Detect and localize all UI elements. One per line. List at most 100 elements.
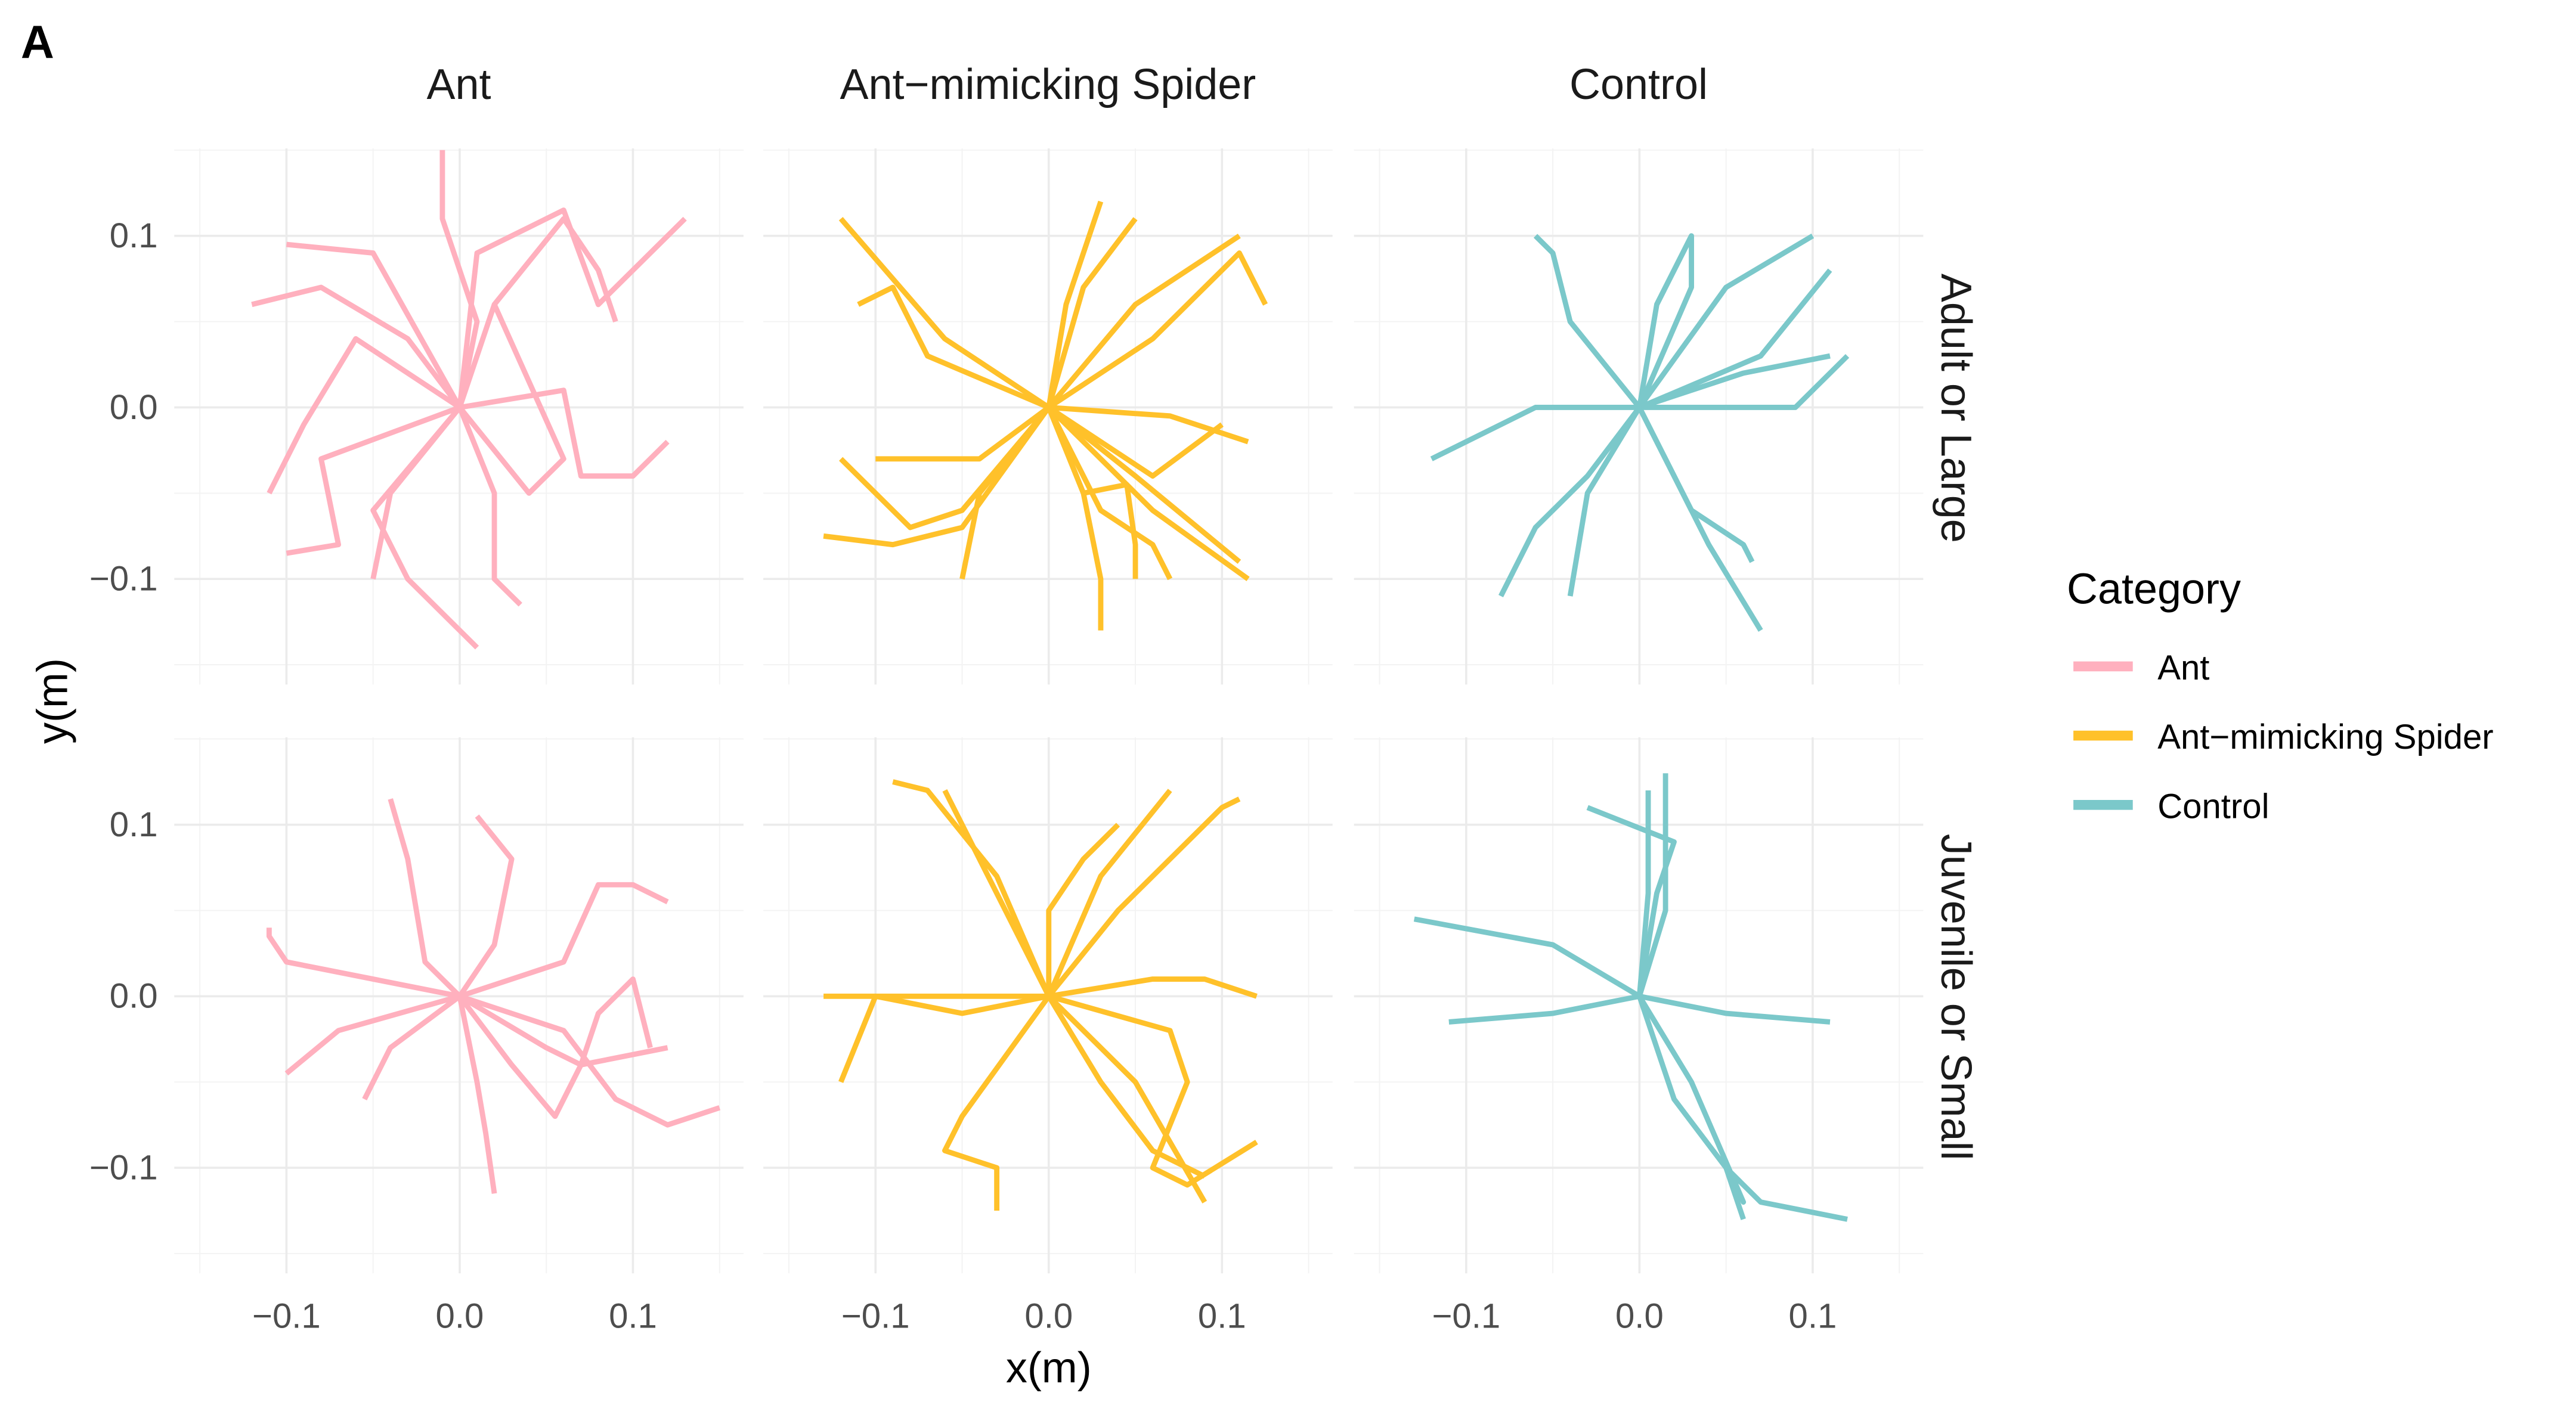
trajectory-ant-mimicking-spider-4 [1046, 233, 1241, 410]
trajectory-ant-mimicking-spider-10 [1046, 995, 1206, 1179]
trajectory-ant-mimicking-spider-8 [1047, 405, 1241, 564]
trajectory-ant-7 [458, 994, 668, 1068]
trajectory-ant-mimicking-spider-5 [1048, 976, 1258, 999]
trajectory-control-4 [1448, 993, 1640, 1025]
trajectory-control-10 [1637, 406, 1755, 563]
panel-label: A [21, 17, 54, 68]
trajectory-ant-mimicking-spider-8 [942, 994, 1051, 1211]
trajectory-control-6 [1639, 353, 1850, 410]
trajectory-ant-5 [457, 995, 497, 1194]
y-tick-label: 0.0 [110, 388, 158, 427]
x-tick-label: −0.1 [1432, 1296, 1500, 1335]
trajectory-control-0 [1637, 773, 1668, 997]
trajectory-ant-11 [457, 303, 566, 496]
y-axis-title: y(m) [29, 658, 76, 744]
x-axis-title: x(m) [1006, 1344, 1092, 1392]
trajectory-control-8 [1498, 405, 1642, 598]
trajectory-ant-1 [251, 284, 462, 410]
y-tick-label: 0.1 [110, 216, 158, 255]
trajectory-ant-mimicking-spider-5 [1047, 250, 1268, 410]
trajectory-ant-2 [457, 216, 618, 408]
trajectory-control-7 [1637, 995, 1746, 1220]
trajectory-ant-0 [388, 798, 462, 998]
trajectory-control-5 [1639, 993, 1831, 1025]
trajectory-ant-mimicking-spider-15 [959, 405, 1051, 580]
trajectory-ant-mimicking-spider-1 [857, 284, 1050, 410]
trajectory-ant-mimicking-spider-3 [1046, 217, 1138, 408]
legend-label-ant: Ant [2157, 649, 2209, 687]
trajectory-ant-mimicking-spider-10 [1046, 406, 1173, 581]
trajectory-ant-mimicking-spider-1 [942, 789, 1051, 998]
trajectory-ant-mimicking-spider-7 [1046, 405, 1250, 581]
trajectory-ant-mimicking-spider-16 [1046, 406, 1138, 579]
trajectory-ant-mimicking-spider-6 [838, 993, 1049, 1083]
trajectory-ant-mimicking-spider-11 [1048, 994, 1258, 1188]
trajectory-ant-0 [439, 150, 480, 408]
trajectory-ant-mimicking-spider-9 [1047, 405, 1224, 479]
x-tick-label: 0.1 [1198, 1296, 1246, 1335]
y-tick-label: −0.1 [89, 1148, 158, 1187]
trajectory-ant-8 [457, 976, 653, 1119]
trajectory-ant-3 [284, 994, 461, 1076]
panel-0-1 [174, 737, 744, 1274]
y-tick-label: 0.1 [110, 805, 158, 844]
trajectory-ant-9 [286, 405, 461, 556]
trajectory-control-7 [1430, 405, 1640, 461]
legend: Category Ant Ant−mimicking Spider Contro… [2067, 566, 2494, 826]
trajectory-control-1 [1636, 790, 1651, 997]
trajectory-ant-mimicking-spider-4 [1046, 796, 1241, 998]
x-tick-label: 0.0 [1615, 1296, 1664, 1335]
trajectory-ant-4 [267, 336, 462, 495]
column-strip-label: Ant [427, 61, 491, 108]
trajectory-ant-mimicking-spider-13 [823, 405, 1051, 548]
trajectory-control-2 [1586, 805, 1677, 997]
trajectory-ant-mimicking-spider-2 [1046, 200, 1104, 408]
trajectory-control-5 [1638, 353, 1831, 410]
trajectory-ant-mimicking-spider-3 [1046, 789, 1172, 998]
trajectory-ant-10 [286, 241, 462, 409]
trajectory-control-11 [1637, 406, 1763, 632]
column-strip-label: Control [1569, 61, 1708, 108]
x-tick-label: 0.1 [609, 1296, 657, 1335]
trajectory-ant-3 [457, 207, 687, 408]
trajectory-ant-4 [266, 928, 460, 999]
legend-label-spider: Ant−mimicking Spider [2157, 718, 2493, 756]
trajectory-ant-1 [457, 814, 515, 998]
trajectory-control-2 [1637, 233, 1694, 409]
y-tick-label: −0.1 [89, 560, 158, 598]
x-tick-label: 0.0 [436, 1296, 484, 1335]
trajectory-ant-7 [459, 387, 670, 479]
legend-label-control: Control [2157, 787, 2269, 826]
trajectory-ant-8 [370, 405, 479, 650]
trajectory-ant-mimicking-spider-2 [1046, 823, 1120, 997]
trajectory-ant-mimicking-spider-0 [892, 779, 1051, 998]
column-strip-label: Ant−mimicking Spider [840, 61, 1256, 108]
trajectory-ant-9 [362, 994, 462, 1100]
trajectory-ant-6 [459, 994, 721, 1128]
trajectory-ant-mimicking-spider-12 [875, 405, 1051, 462]
x-tick-label: −0.1 [841, 1296, 910, 1335]
panel-2-1 [1354, 737, 1924, 1274]
panel-1-1 [763, 737, 1333, 1274]
panel-2-0 [1354, 148, 1924, 685]
trajectory-ant-2 [459, 882, 669, 999]
trajectory-control-9 [1567, 406, 1642, 597]
y-tick-label: 0.0 [110, 977, 158, 1016]
trajectory-control-3 [1637, 233, 1815, 410]
trajectory-control-3 [1413, 916, 1641, 999]
x-tick-label: 0.1 [1789, 1296, 1837, 1335]
x-tick-label: 0.0 [1024, 1296, 1073, 1335]
trajectory-ant-mimicking-spider-14 [839, 405, 1051, 531]
row-strip-label: Adult or Large [1932, 274, 1980, 543]
trajectory-control-0 [1533, 234, 1642, 410]
trajectory-ant-mimicking-spider-6 [1048, 405, 1249, 445]
trajectory-control-4 [1638, 268, 1832, 410]
trajectory-control-6 [1637, 995, 1848, 1222]
row-strip-label: Juvenile or Small [1932, 834, 1980, 1161]
legend-title: Category [2067, 566, 2241, 613]
trajectory-ant-6 [457, 406, 522, 607]
panel-0-0 [174, 148, 744, 685]
x-tick-label: −0.1 [252, 1296, 321, 1335]
trajectory-ant-mimicking-spider-0 [838, 217, 1051, 410]
